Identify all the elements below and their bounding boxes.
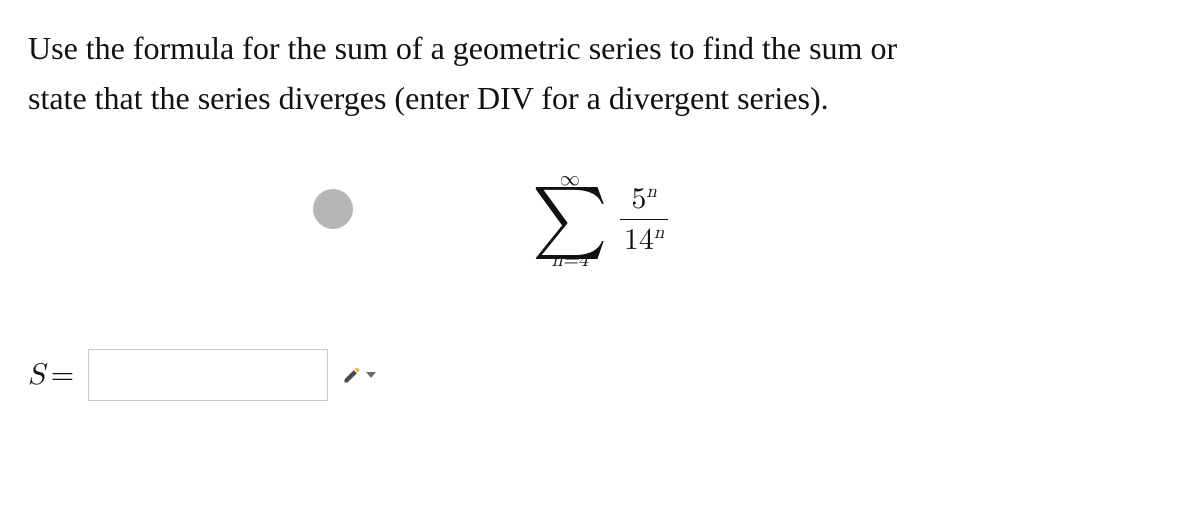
chevron-down-icon xyxy=(366,372,376,378)
numerator-base: 5 xyxy=(631,184,646,214)
answer-input[interactable] xyxy=(88,349,328,401)
answer-row: S= xyxy=(28,349,1172,401)
prompt-line-1: Use the formula for the sum of a geometr… xyxy=(28,30,897,66)
pencil-icon xyxy=(342,365,362,385)
loading-indicator-icon xyxy=(313,189,353,229)
equation-editor-toggle[interactable] xyxy=(342,365,376,385)
series-display-row: ∞ ∑ n=4 5n 14n xyxy=(28,159,1172,279)
answer-equals: = xyxy=(51,360,74,390)
question-prompt: Use the formula for the sum of a geometr… xyxy=(28,24,1172,123)
fraction-denominator: 14n xyxy=(620,223,668,257)
sigma-block: ∞ ∑ n=4 xyxy=(532,169,608,270)
sigma-symbol: ∑ xyxy=(532,187,608,252)
answer-label: S= xyxy=(28,357,74,393)
numerator-exponent: n xyxy=(646,182,656,201)
answer-variable: S xyxy=(28,360,45,390)
denominator-base: 14 xyxy=(624,225,654,255)
denominator-exponent: n xyxy=(654,223,664,242)
fraction-numerator: 5n xyxy=(627,182,660,216)
sum-lower-limit: n=4 xyxy=(551,250,588,270)
prompt-line-2: state that the series diverges (enter DI… xyxy=(28,80,829,116)
fraction-bar xyxy=(620,219,668,220)
series-expression: ∞ ∑ n=4 5n 14n xyxy=(532,169,668,270)
series-term-fraction: 5n 14n xyxy=(620,182,668,256)
question-page: Use the formula for the sum of a geometr… xyxy=(0,0,1200,401)
